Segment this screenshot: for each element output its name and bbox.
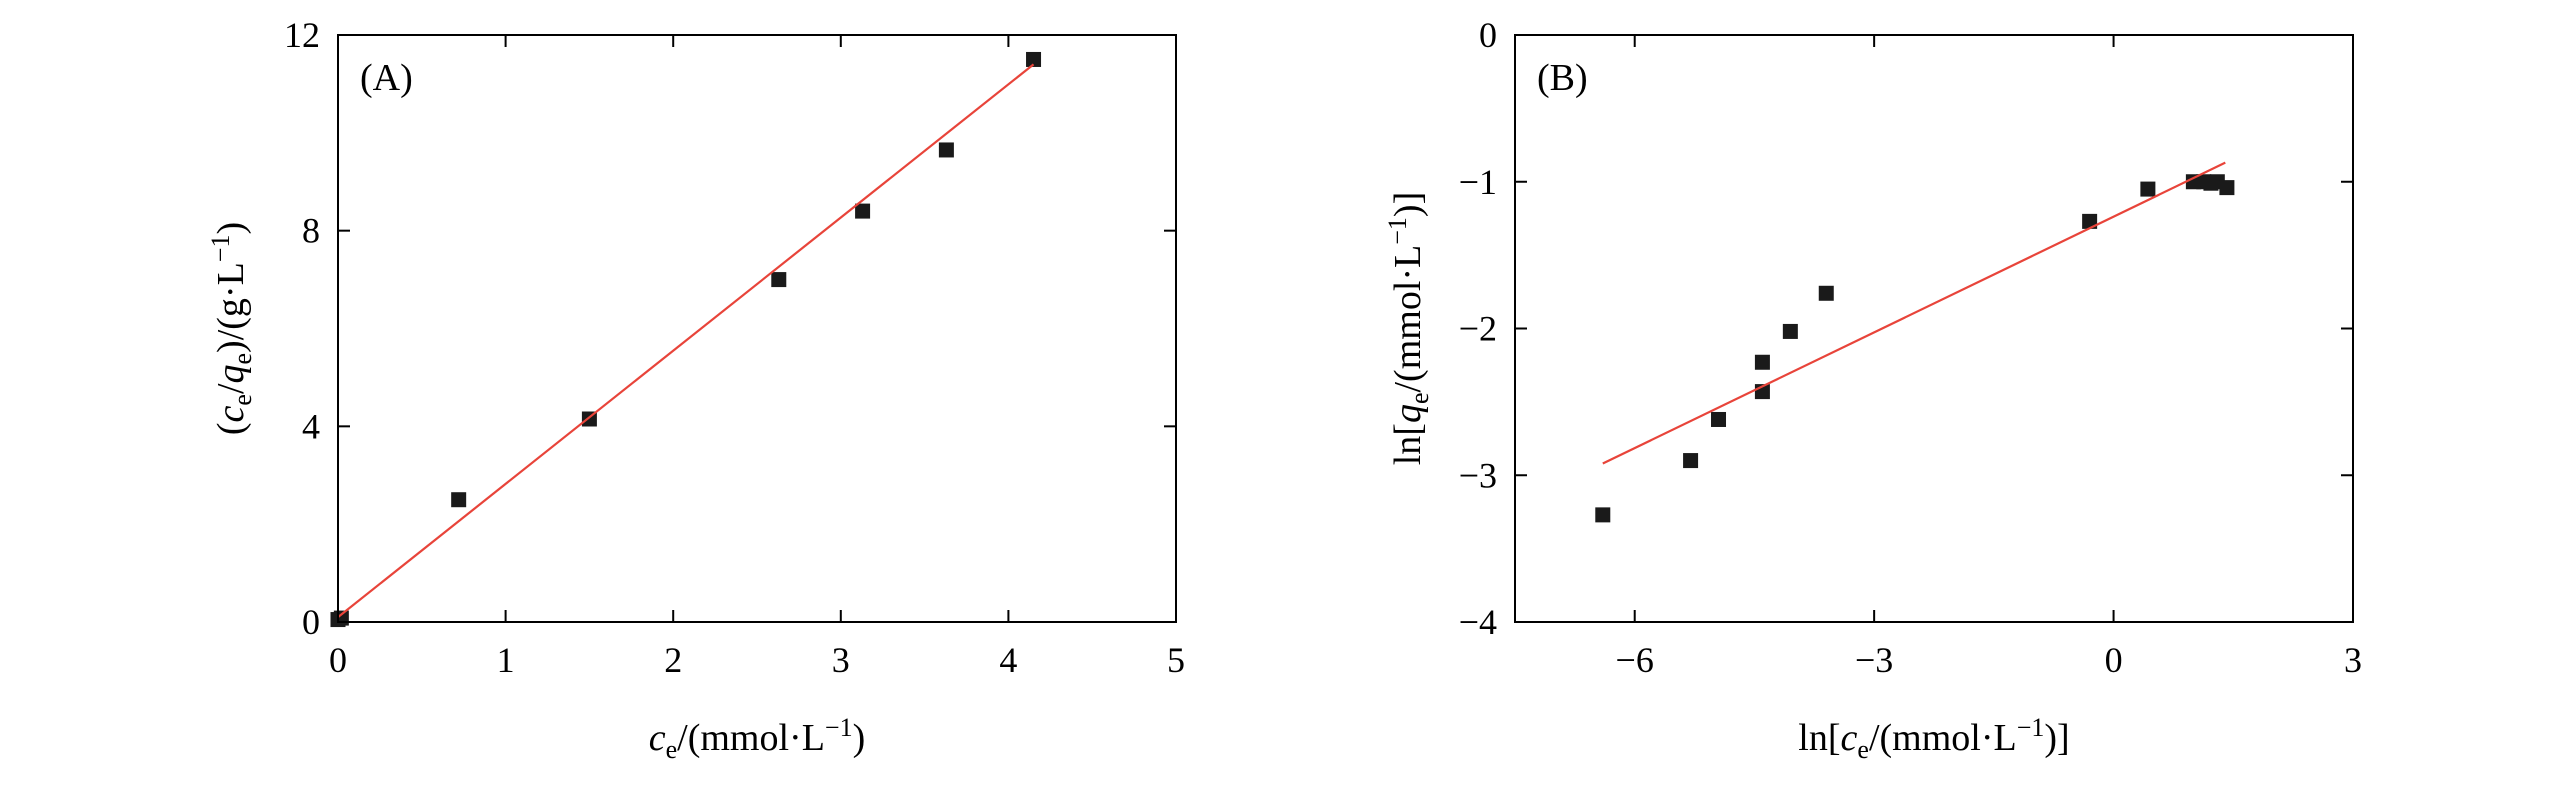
panel-a-label: (A) (360, 57, 413, 99)
panel-b-label: (B) (1537, 57, 1588, 99)
panel-a-x-axis-label: ce/(mmol·L−1) (649, 713, 866, 764)
y-tick-label: 0 (1479, 15, 1497, 55)
chart-panel-b: −6 −3 0 3 −4 −3 −2 −1 0 (B) ln[ce/(mmol·L−1)] ln… (1383, 15, 2362, 764)
data-point (451, 492, 467, 508)
panel-b-fit-line (1602, 161, 2226, 465)
x-tick-label: 1 (497, 640, 515, 680)
x-tick-label: 0 (329, 640, 347, 680)
data-point (2219, 180, 2235, 196)
data-point (938, 142, 954, 158)
y-tick-label: 12 (284, 15, 320, 55)
x-tick-label: −6 (1616, 640, 1654, 680)
data-point (1683, 453, 1699, 469)
y-tick-label: −1 (1459, 162, 1497, 202)
panel-b-y-axis-label: ln[qe/(mmol·L−1)] (1383, 192, 1434, 466)
y-tick-label: −3 (1459, 455, 1497, 495)
panel-b-points (1595, 174, 2235, 523)
data-point (771, 272, 787, 288)
x-tick-label: 2 (664, 640, 682, 680)
panel-b-x-axis-label: ln[ce/(mmol·L−1)] (1798, 713, 2069, 764)
data-point (855, 203, 871, 219)
x-tick-label: 0 (2105, 640, 2123, 680)
data-point (1754, 354, 1770, 370)
x-tick-label: 5 (1167, 640, 1185, 680)
x-tick-label: 3 (832, 640, 850, 680)
y-tick-label: −2 (1459, 309, 1497, 349)
y-tick-label: 4 (302, 406, 320, 446)
panel-a-fit-line (337, 63, 1035, 618)
panel-b-ticks: −6 −3 0 3 −4 −3 −2 −1 0 (1459, 15, 2362, 680)
y-tick-label: 0 (302, 602, 320, 642)
panel-b-plot-frame (1514, 34, 2354, 623)
data-point (1711, 411, 1727, 427)
panel-a-plot-frame (337, 34, 1177, 623)
panel-a-y-axis-label: (ce/qe)/(g·L−1) (206, 222, 257, 435)
x-tick-label: 3 (2344, 640, 2362, 680)
data-point (333, 610, 349, 626)
data-point (1026, 51, 1042, 67)
data-point (1595, 507, 1611, 523)
x-tick-label: 4 (999, 640, 1017, 680)
data-point (2082, 213, 2098, 229)
data-point (2140, 181, 2156, 197)
y-tick-label: 8 (302, 211, 320, 251)
x-tick-label: −3 (1855, 640, 1893, 680)
y-tick-label: −4 (1459, 602, 1497, 642)
data-point (1782, 323, 1798, 339)
data-point (1818, 285, 1834, 301)
